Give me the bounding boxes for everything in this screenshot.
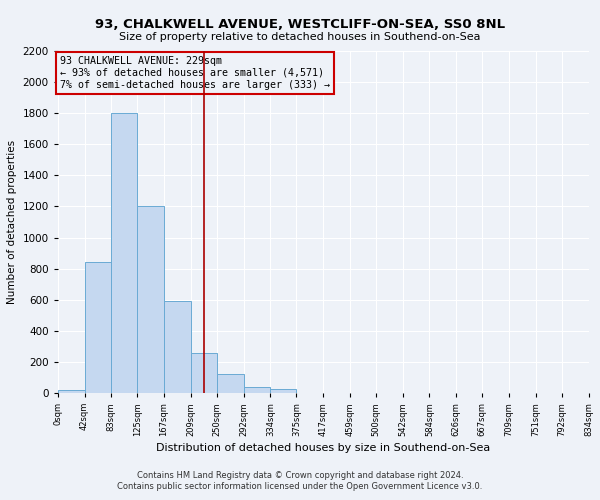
Bar bbox=[110, 113, 137, 393]
Bar bbox=[217, 374, 244, 393]
Bar bbox=[58, 390, 85, 393]
Text: Contains HM Land Registry data © Crown copyright and database right 2024.: Contains HM Land Registry data © Crown c… bbox=[137, 471, 463, 480]
Bar bbox=[191, 354, 217, 393]
Bar bbox=[244, 387, 271, 393]
Text: 93 CHALKWELL AVENUE: 229sqm
← 93% of detached houses are smaller (4,571)
7% of s: 93 CHALKWELL AVENUE: 229sqm ← 93% of det… bbox=[59, 56, 329, 90]
Text: Contains public sector information licensed under the Open Government Licence v3: Contains public sector information licen… bbox=[118, 482, 482, 491]
Bar bbox=[85, 262, 110, 393]
Bar bbox=[164, 302, 191, 393]
Bar bbox=[137, 206, 164, 393]
Text: 93, CHALKWELL AVENUE, WESTCLIFF-ON-SEA, SS0 8NL: 93, CHALKWELL AVENUE, WESTCLIFF-ON-SEA, … bbox=[95, 18, 505, 30]
Bar bbox=[271, 389, 296, 393]
Text: Size of property relative to detached houses in Southend-on-Sea: Size of property relative to detached ho… bbox=[119, 32, 481, 42]
X-axis label: Distribution of detached houses by size in Southend-on-Sea: Distribution of detached houses by size … bbox=[156, 443, 490, 453]
Y-axis label: Number of detached properties: Number of detached properties bbox=[7, 140, 17, 304]
